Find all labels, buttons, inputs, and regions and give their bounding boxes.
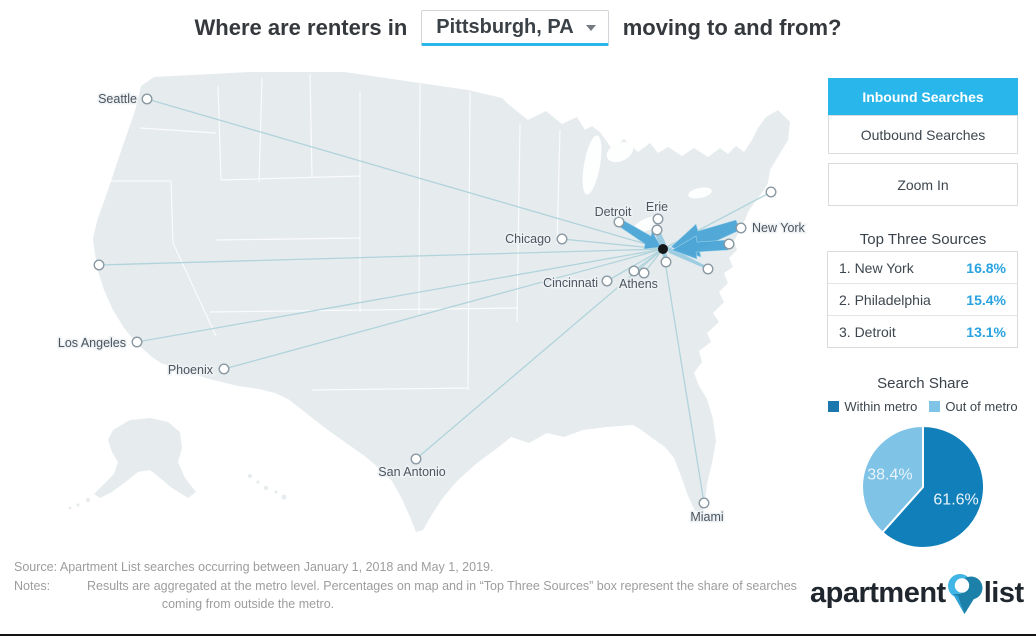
- city-marker-unlabeled: [660, 256, 672, 268]
- source-percentage: 16.8%: [966, 259, 1006, 276]
- source-name: 1. New York: [839, 259, 914, 276]
- search-share-legend: Within metro Out of metro: [828, 399, 1018, 414]
- flow-line-seattle: [146, 98, 664, 250]
- legend-label: Within metro: [844, 399, 918, 414]
- flow-line-unlabeled: [633, 248, 664, 272]
- source-percentage: 15.4%: [966, 291, 1006, 308]
- source-row: 3. Detroit 13.1%: [828, 315, 1017, 347]
- flow-line-san-antonio: [415, 248, 664, 460]
- title-prefix: Where are renters in: [194, 15, 408, 40]
- logo-text-list: list: [983, 576, 1024, 609]
- legend-item-within-metro: Within metro: [828, 399, 917, 414]
- city-marker-chicago: [556, 233, 568, 245]
- hawaii-islands: [248, 474, 287, 500]
- city-marker-miami: [698, 497, 710, 509]
- city-label-phoenix: Phoenix: [168, 363, 214, 377]
- us-mainland-shape: [93, 72, 790, 532]
- flow-line-cincinnati: [606, 248, 664, 282]
- city-marker-unlabeled: [628, 265, 640, 277]
- destination-dot-pittsburgh: [658, 244, 668, 254]
- city-label-seattle: Seattle: [98, 92, 137, 106]
- state-borders: [108, 73, 561, 391]
- source-name: 2. Philadelphia: [839, 291, 931, 308]
- search-share-pie: 61.6% 38.4%: [861, 424, 986, 549]
- aleutian-islands: [68, 498, 90, 510]
- source-name: 3. Detroit: [839, 323, 896, 340]
- footer-source-text: Source: Apartment List searches occurrin…: [14, 560, 494, 574]
- zoom-in-button[interactable]: Zoom In: [828, 163, 1018, 206]
- city-marker-san-antonio: [410, 453, 422, 465]
- city-marker-phoenix: [218, 363, 230, 375]
- top-sources-heading: Top Three Sources: [859, 231, 987, 248]
- city-marker-seattle: [141, 93, 153, 105]
- city-marker-detroit: [613, 216, 625, 228]
- source-row: 1. New York 16.8%: [828, 252, 1017, 283]
- title-suffix: moving to and from?: [622, 15, 842, 40]
- legend-swatch: [828, 401, 840, 412]
- city-label-detroit: Detroit: [595, 205, 632, 219]
- bottom-edge-bar: [0, 634, 1036, 636]
- legend-label: Out of metro: [945, 399, 1018, 414]
- logo-text-apartment: apartment: [810, 576, 946, 609]
- alaska-shape: [94, 418, 196, 498]
- flow-line-phoenix: [223, 248, 664, 370]
- city-marker-unlabeled: [651, 224, 663, 236]
- footer-notes-label: Notes:: [14, 579, 51, 593]
- city-label-los-angeles: Los Angeles: [58, 336, 126, 350]
- city-label-cincinnati: Cincinnati: [543, 276, 598, 290]
- city-marker-unlabeled: [702, 263, 714, 275]
- apartment-list-logo: apartment list: [810, 571, 1024, 615]
- city-marker-erie: [652, 213, 664, 225]
- chevron-down-icon: [585, 24, 596, 31]
- flow-line-los-angeles: [136, 248, 664, 343]
- city-label-athens: Athens: [619, 277, 658, 291]
- source-percentage: 13.1%: [966, 323, 1006, 340]
- city-marker-athens: [638, 267, 650, 279]
- city-label-new-york: New York: [752, 221, 806, 235]
- city-selector-dropdown[interactable]: Pittsburgh, PA: [421, 10, 609, 46]
- outbound-searches-tab[interactable]: Outbound Searches: [828, 115, 1018, 154]
- pie-slice-out-of-metro: [861, 424, 924, 534]
- us-migration-map: Seattle Los Angeles Phoenix San Antonio Chic…: [56, 72, 807, 532]
- city-selector-value: Pittsburgh, PA: [436, 16, 574, 38]
- footer-notes-line1: Results are aggregated at the metro leve…: [87, 579, 797, 593]
- logo-pin-icon: [947, 574, 983, 614]
- footer-notes-line2: coming from outside the metro.: [161, 597, 335, 611]
- legend-item-out-of-metro: Out of metro: [929, 399, 1018, 414]
- flow-arrow-philadelphia: [671, 235, 729, 260]
- flow-line-unlabeled: [98, 248, 664, 266]
- pie-value-label: 61.6%: [933, 492, 978, 509]
- top-sources-table: 1. New York 16.8% 2. Philadelphia 15.4% 3. D…: [827, 251, 1018, 348]
- city-marker-los-angeles: [131, 336, 143, 348]
- city-marker-unlabeled: [765, 186, 777, 198]
- city-marker-unlabeled: [723, 238, 735, 250]
- city-label-miami: Miami: [690, 510, 723, 524]
- legend-swatch: [929, 401, 941, 412]
- city-label-erie: Erie: [646, 200, 668, 214]
- inbound-searches-tab[interactable]: Inbound Searches: [828, 78, 1018, 116]
- city-label-san-antonio: San Antonio: [378, 465, 445, 479]
- search-share-heading: Search Share: [877, 375, 969, 392]
- city-label-chicago: Chicago: [505, 232, 551, 246]
- flow-line-miami: [662, 248, 705, 504]
- pie-slice-within-metro: [880, 424, 986, 549]
- city-marker-new-york: [735, 222, 747, 234]
- pie-value-label: 38.4%: [867, 466, 912, 483]
- page-title: Where are renters in Pittsburgh, PA movi…: [0, 10, 1036, 46]
- source-row: 2. Philadelphia 15.4%: [828, 283, 1017, 315]
- flow-arrow-detroit: [616, 218, 662, 250]
- city-marker-unlabeled: [93, 259, 105, 271]
- flow-arrows: [616, 218, 741, 260]
- city-marker-cincinnati: [601, 275, 613, 287]
